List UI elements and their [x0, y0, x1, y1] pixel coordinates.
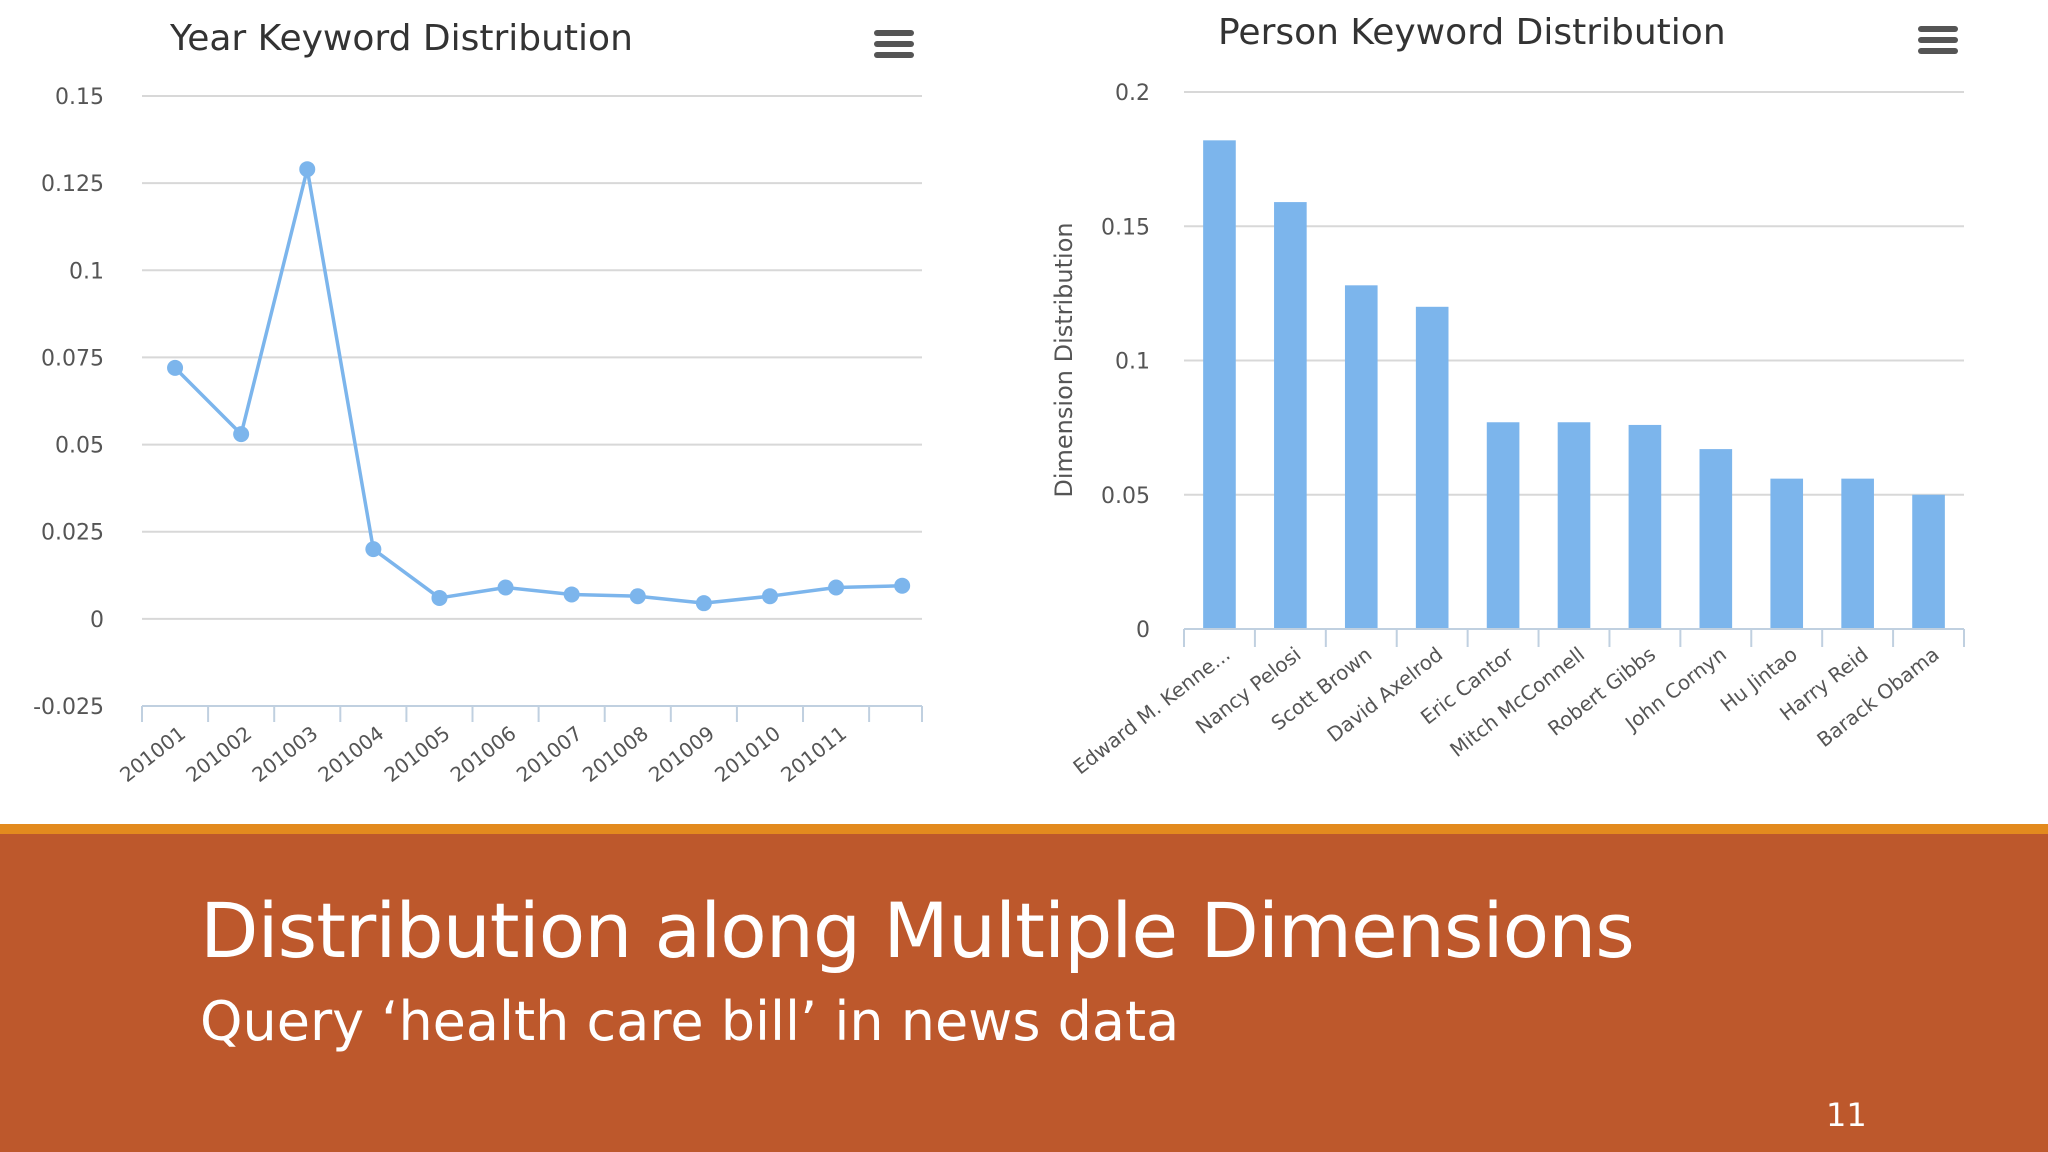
slide-subtitle: Query ‘health care bill’ in news data: [200, 990, 1180, 1053]
data-point: [563, 586, 580, 603]
bar: [1699, 449, 1733, 629]
y-tick-label: 0: [1136, 618, 1150, 643]
y-tick-label: 0.2: [1115, 81, 1150, 106]
x-tick-label: 201009: [644, 721, 719, 787]
x-tick-label: 201004: [313, 721, 388, 787]
person-chart-title: Person Keyword Distribution: [1218, 12, 1726, 53]
x-tick-label: Barack Obama: [1812, 642, 1943, 752]
hamburger-menu-icon[interactable]: [874, 30, 914, 62]
slide-title: Distribution along Multiple Dimensions: [200, 886, 1635, 975]
y-tick-label: 0.05: [55, 434, 104, 459]
data-point: [365, 541, 382, 558]
y-tick-label: 0.075: [41, 346, 104, 371]
bar: [1486, 422, 1520, 629]
data-point: [431, 589, 448, 606]
x-tick-label: 201011: [776, 721, 851, 787]
x-tick-label: 201002: [181, 721, 256, 787]
y-tick-label: 0.1: [69, 259, 104, 284]
year-chart-plot: -0.02500.0250.050.0750.10.1250.152010012…: [33, 85, 923, 787]
x-tick-label: 201001: [115, 721, 190, 787]
bar: [1628, 424, 1662, 629]
x-tick-label: 201006: [446, 721, 521, 787]
hamburger-menu-icon[interactable]: [1918, 26, 1958, 58]
bar: [1344, 285, 1378, 629]
bar: [1415, 306, 1449, 629]
slide-footer: [0, 834, 2048, 1152]
y-axis-title: Dimension Distribution: [1050, 222, 1078, 497]
data-point: [629, 588, 646, 605]
data-point: [233, 426, 250, 443]
bar: [1770, 478, 1804, 629]
data-point: [497, 579, 514, 596]
bar: [1203, 140, 1236, 629]
y-tick-label: 0: [90, 608, 104, 633]
data-point: [894, 577, 911, 594]
page-number: 11: [1826, 1096, 1867, 1134]
data-point: [695, 595, 712, 612]
bar: [1841, 478, 1874, 629]
x-tick-label: 201008: [578, 721, 653, 787]
y-tick-label: 0.05: [1101, 484, 1150, 509]
y-tick-label: 0.15: [1101, 215, 1150, 240]
bar: [1274, 202, 1307, 629]
y-tick-label: -0.025: [33, 695, 104, 720]
y-tick-label: 0.15: [55, 85, 104, 110]
y-tick-label: 0.025: [41, 521, 104, 546]
person-keyword-chart: Person Keyword Distribution 0 0.05 0.1 0.15…: [1040, 0, 2048, 828]
x-tick-label: 201005: [380, 721, 455, 787]
data-point: [167, 359, 184, 376]
x-tick-label: 201003: [247, 721, 322, 787]
data-point: [299, 161, 316, 178]
y-tick-label: 0.125: [41, 172, 104, 197]
data-point: [761, 588, 778, 605]
x-tick-label: 201010: [710, 721, 785, 787]
series-line: [173, 167, 903, 605]
y-tick-label: 0.1: [1115, 350, 1150, 375]
year-chart-title: Year Keyword Distribution: [170, 18, 633, 59]
footer-accent-line: [0, 824, 2048, 834]
x-tick-label: 201007: [512, 721, 587, 787]
bar: [1557, 422, 1591, 629]
bar: [1912, 494, 1945, 629]
data-point: [828, 579, 845, 596]
year-keyword-chart: Year Keyword Distribution -0.025 0 0.025 0.…: [0, 0, 1000, 828]
